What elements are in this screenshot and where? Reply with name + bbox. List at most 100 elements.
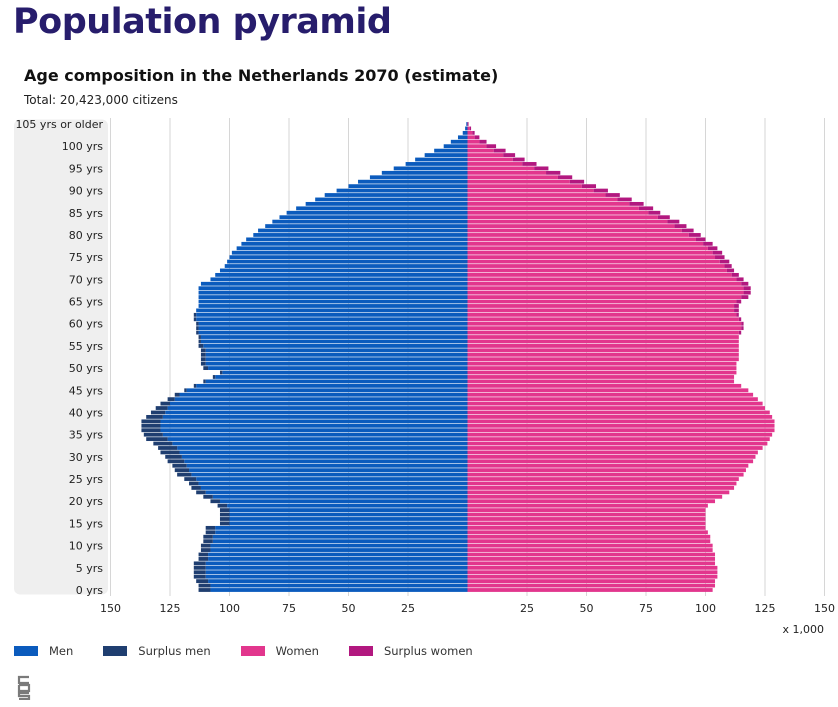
bar-men-54 bbox=[205, 348, 468, 353]
bar-women-67 bbox=[467, 290, 744, 295]
bar-surplus-women-100 bbox=[486, 144, 497, 149]
age-label: 75 yrs bbox=[69, 251, 104, 264]
bar-surplus-men-48 bbox=[212, 375, 216, 379]
bar-women-92 bbox=[467, 179, 570, 184]
bar-surplus-men-30 bbox=[165, 454, 182, 459]
bar-women-6 bbox=[467, 561, 716, 566]
age-label: 70 yrs bbox=[69, 273, 104, 286]
bar-surplus-women-76 bbox=[712, 250, 723, 255]
bar-men-85 bbox=[286, 210, 468, 215]
bar-women-64 bbox=[467, 304, 735, 308]
bar-women-101 bbox=[467, 139, 480, 144]
bar-women-71 bbox=[467, 272, 732, 277]
bar-men-30 bbox=[181, 454, 468, 459]
bar-surplus-women-103 bbox=[472, 130, 475, 135]
bar-men-44 bbox=[179, 392, 468, 397]
age-label: 20 yrs bbox=[69, 495, 104, 508]
bar-men-74 bbox=[227, 259, 468, 264]
bar-surplus-women-78 bbox=[703, 241, 713, 246]
bar-men-10 bbox=[210, 543, 468, 548]
bar-women-61 bbox=[467, 317, 739, 322]
bar-surplus-men-29 bbox=[167, 459, 185, 464]
page-title: Population pyramid bbox=[13, 2, 392, 42]
bar-surplus-men-32 bbox=[158, 446, 178, 450]
legend-item-surplus-women[interactable]: Surplus women bbox=[348, 644, 473, 658]
bar-surplus-men-45 bbox=[184, 388, 187, 393]
bar-surplus-women-104 bbox=[469, 126, 472, 131]
bar-women-31 bbox=[467, 450, 758, 455]
bar-men-31 bbox=[179, 450, 468, 455]
bar-women-14 bbox=[467, 525, 706, 530]
x-tick-label: 75 bbox=[639, 602, 653, 615]
bar-men-16 bbox=[229, 517, 468, 521]
bar-surplus-men-41 bbox=[155, 406, 168, 410]
age-label: 90 yrs bbox=[69, 185, 104, 198]
bar-men-0 bbox=[210, 588, 468, 592]
bar-women-2 bbox=[467, 579, 716, 584]
x-tick-label: 50 bbox=[580, 602, 594, 615]
bar-men-45 bbox=[186, 388, 468, 393]
bar-men-15 bbox=[229, 521, 468, 526]
bar-surplus-women-67 bbox=[743, 290, 751, 295]
bar-men-78 bbox=[241, 241, 468, 246]
bar-women-51 bbox=[467, 361, 737, 366]
bar-women-12 bbox=[467, 534, 711, 539]
bar-women-22 bbox=[467, 490, 730, 495]
bar-women-83 bbox=[467, 219, 668, 224]
bar-women-77 bbox=[467, 246, 708, 251]
bar-surplus-men-61 bbox=[193, 317, 197, 322]
bar-men-76 bbox=[231, 250, 468, 255]
bar-women-58 bbox=[467, 330, 739, 335]
legend-item-men[interactable]: Men bbox=[14, 644, 73, 658]
bar-surplus-women-102 bbox=[474, 135, 480, 140]
bar-women-93 bbox=[467, 175, 558, 180]
population-pyramid-chart: 0 yrs 5 yrs 10 yrs 15 yrs 20 yrs 25 yrs 30 yrs… bbox=[14, 118, 835, 636]
bar-women-56 bbox=[467, 339, 739, 344]
bar-men-88 bbox=[315, 197, 468, 202]
bar-surplus-men-6 bbox=[193, 561, 206, 566]
bar-women-104 bbox=[467, 126, 470, 131]
bar-surplus-women-62 bbox=[736, 312, 739, 317]
bar-surplus-men-33 bbox=[153, 441, 173, 446]
bar-men-56 bbox=[200, 339, 468, 344]
bar-men-100 bbox=[443, 144, 468, 149]
bar-surplus-women-68 bbox=[743, 286, 751, 291]
legend-item-surplus-men[interactable]: Surplus men bbox=[103, 644, 211, 658]
bar-women-47 bbox=[467, 379, 735, 384]
bar-surplus-men-31 bbox=[160, 450, 180, 455]
bar-surplus-men-54 bbox=[200, 348, 206, 353]
legend-item-women[interactable]: Women bbox=[240, 644, 319, 658]
bar-surplus-men-51 bbox=[200, 361, 206, 366]
bar-women-50 bbox=[467, 366, 737, 371]
bar-surplus-men-20 bbox=[210, 499, 220, 504]
bar-surplus-men-7 bbox=[198, 557, 209, 561]
bar-men-77 bbox=[236, 246, 468, 251]
bar-women-75 bbox=[467, 255, 716, 260]
bar-women-34 bbox=[467, 437, 770, 442]
bar-surplus-women-59 bbox=[741, 326, 744, 331]
bar-women-60 bbox=[467, 321, 742, 326]
bar-women-55 bbox=[467, 343, 739, 348]
bar-surplus-women-93 bbox=[557, 175, 573, 180]
bar-women-70 bbox=[467, 277, 737, 282]
bar-surplus-men-26 bbox=[177, 472, 192, 477]
bar-women-81 bbox=[467, 228, 682, 233]
bar-men-91 bbox=[348, 184, 468, 189]
bar-women-53 bbox=[467, 352, 739, 357]
bar-women-96 bbox=[467, 162, 523, 166]
bar-men-71 bbox=[215, 272, 468, 277]
bar-women-39 bbox=[467, 415, 773, 419]
legend-swatch-surplus-men bbox=[103, 646, 128, 656]
age-label: 0 yrs bbox=[76, 584, 104, 597]
bar-men-27 bbox=[189, 468, 468, 473]
bar-women-100 bbox=[467, 144, 487, 149]
bar-surplus-men-19 bbox=[217, 503, 228, 508]
bar-men-51 bbox=[205, 361, 468, 366]
x-tick-label: 125 bbox=[160, 602, 181, 615]
bar-women-95 bbox=[467, 166, 535, 171]
bar-men-47 bbox=[205, 379, 468, 384]
age-label: 55 yrs bbox=[69, 340, 104, 353]
bar-women-45 bbox=[467, 388, 749, 393]
bar-men-58 bbox=[198, 330, 468, 335]
bar-women-7 bbox=[467, 557, 716, 561]
